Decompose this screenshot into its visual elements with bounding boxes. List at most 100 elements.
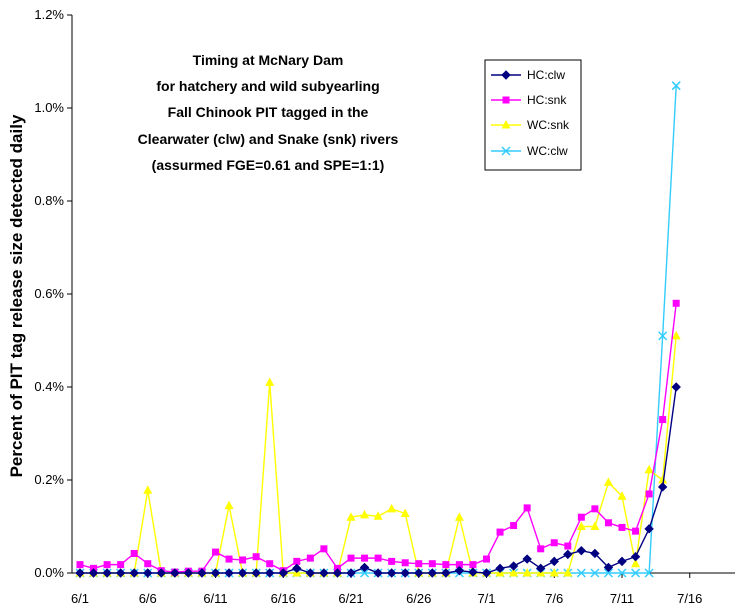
legend-swatch-marker xyxy=(502,96,510,104)
legend-item: WC:clw xyxy=(491,144,568,158)
series-line xyxy=(80,335,677,574)
data-point xyxy=(576,545,587,556)
data-point xyxy=(549,556,559,567)
data-point xyxy=(469,561,477,569)
data-point xyxy=(143,485,153,494)
data-point xyxy=(427,568,438,578)
data-point xyxy=(630,552,641,562)
series-hc-snk xyxy=(76,299,680,576)
data-point xyxy=(441,568,451,578)
data-point xyxy=(251,568,261,578)
y-tick-label: 0.6% xyxy=(34,286,64,301)
data-point xyxy=(388,557,396,565)
data-point xyxy=(631,568,641,578)
data-point xyxy=(386,568,397,578)
data-point xyxy=(590,548,600,559)
data-point xyxy=(115,568,126,578)
legend-item: WC:snk xyxy=(491,118,570,132)
data-point xyxy=(468,567,478,577)
series-line xyxy=(79,303,677,573)
data-point xyxy=(617,491,627,500)
data-point xyxy=(576,521,586,530)
data-point xyxy=(400,508,410,517)
data-point xyxy=(293,557,301,565)
x-tick-label: 7/1 xyxy=(477,591,495,606)
data-point xyxy=(576,568,586,578)
data-point xyxy=(617,568,627,578)
data-point xyxy=(549,568,559,577)
data-point xyxy=(509,568,519,577)
data-point xyxy=(483,555,490,563)
data-point xyxy=(644,524,654,534)
data-point xyxy=(374,554,382,562)
y-tick-label: 0.2% xyxy=(34,472,64,487)
data-point xyxy=(455,561,463,569)
data-point xyxy=(657,482,668,492)
data-point xyxy=(510,522,518,530)
data-point xyxy=(264,568,275,578)
x-tick-label: 7/16 xyxy=(677,591,702,606)
data-point xyxy=(224,500,234,510)
data-point xyxy=(170,568,180,578)
data-point xyxy=(603,568,613,578)
data-point xyxy=(103,561,111,569)
data-point xyxy=(563,568,573,577)
x-tick-label: 7/11 xyxy=(610,591,634,606)
data-point xyxy=(537,545,545,553)
data-point xyxy=(618,523,626,531)
data-point xyxy=(400,568,410,578)
data-point xyxy=(671,382,681,392)
data-point xyxy=(75,568,85,578)
x-tick-label: 6/26 xyxy=(406,591,431,606)
legend-item: HC:clw xyxy=(491,68,565,82)
data-point xyxy=(347,554,355,562)
legend-label: WC:clw xyxy=(527,144,568,158)
data-point xyxy=(603,477,613,486)
data-point xyxy=(442,561,450,569)
data-point xyxy=(603,562,614,573)
data-point xyxy=(332,568,343,578)
x-tick-label: 6/11 xyxy=(203,591,227,606)
data-point xyxy=(617,556,627,567)
data-point xyxy=(495,563,505,574)
data-point xyxy=(183,568,194,578)
y-tick-label: 0.8% xyxy=(34,193,64,208)
data-point xyxy=(117,561,125,569)
y-axis-label: Percent of PIT tag release size detected… xyxy=(7,114,26,477)
data-point xyxy=(346,568,356,578)
data-point xyxy=(415,560,423,568)
y-tick-label: 0.4% xyxy=(34,379,64,394)
data-point xyxy=(239,556,247,564)
chart-title-line: Timing at McNary Dam xyxy=(193,52,344,68)
data-point xyxy=(360,509,370,519)
data-point xyxy=(659,416,667,424)
y-ticks: 0.0% 0.2% 0.4% 0.6% 0.8% 1.0% 1.2% xyxy=(34,7,72,580)
data-point xyxy=(496,528,504,536)
data-point xyxy=(590,521,600,530)
series-layer xyxy=(75,81,681,578)
x-tick-label: 6/1 xyxy=(71,591,89,606)
data-point xyxy=(481,568,492,578)
series-hc-clw xyxy=(75,382,681,578)
data-point xyxy=(550,539,558,547)
data-point xyxy=(319,568,329,578)
chart-title-line: Clearwater (clw) and Snake (snk) rivers xyxy=(138,131,399,147)
legend-swatch-marker xyxy=(501,70,511,80)
data-point xyxy=(671,330,681,340)
data-point xyxy=(306,554,314,562)
legend-swatch-marker xyxy=(501,120,511,129)
data-point xyxy=(604,519,612,527)
chart-title-line: Fall Chinook PIT tagged in the xyxy=(168,104,369,120)
legend-label: WC:snk xyxy=(527,118,570,132)
data-point xyxy=(102,568,112,578)
data-point xyxy=(361,554,369,562)
data-point xyxy=(401,559,409,567)
data-point xyxy=(225,555,233,563)
data-point xyxy=(590,568,600,578)
x-tick-label: 6/6 xyxy=(139,591,157,606)
data-point xyxy=(143,568,153,578)
data-point xyxy=(631,558,641,568)
data-point xyxy=(591,505,599,513)
series-line xyxy=(80,386,677,574)
